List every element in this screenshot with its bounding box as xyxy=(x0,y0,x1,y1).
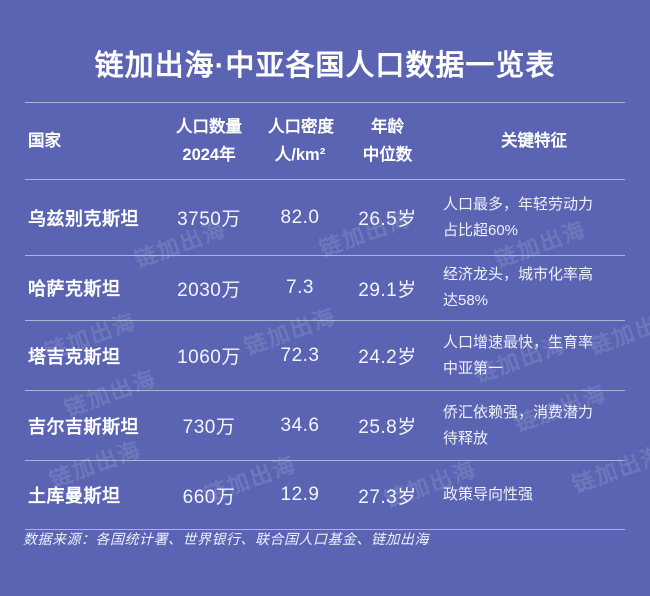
page-title: 链加出海·中亚各国人口数据一览表 xyxy=(94,50,556,82)
key-feature-text: 人口增速最快，生育率中亚第一 xyxy=(443,333,594,377)
density-value: 12.9 xyxy=(280,484,320,505)
key-feature-text: 侨汇依赖强，消费潜力待释放 xyxy=(443,403,594,447)
key-feature-text: 政策导向性强 xyxy=(443,486,534,503)
key-feature-text: 人口最多，年轻劳动力占比超60% xyxy=(443,195,594,239)
col-header-key-features: 关键特征 xyxy=(501,132,567,150)
country-name: 土库曼斯坦 xyxy=(28,486,121,506)
key-feature-text: 经济龙头，城市化率高达58% xyxy=(443,266,594,309)
population-value: 2030万 xyxy=(177,279,241,301)
col-header-median-age: 年龄 中位数 xyxy=(362,118,413,164)
col-header-population: 人口数量 2024年 xyxy=(176,118,242,164)
population-value: 1060万 xyxy=(177,347,241,368)
median-age-value: 24.2岁 xyxy=(358,347,417,368)
table-row: 土库曼斯坦 660万 12.9 27.3岁 政策导向性强 xyxy=(25,461,625,530)
data-source-note: 数据来源：各国统计署、世界银行、联合国人口基金、链加出海 xyxy=(23,531,429,547)
density-value: 7.3 xyxy=(286,277,314,298)
population-table: 国家 人口数量 2024年 人口密度 人/km² 年龄 中位数 关键特征 乌兹别克斯坦… xyxy=(25,102,625,530)
density-value: 72.3 xyxy=(280,344,320,366)
population-value: 730万 xyxy=(182,417,236,438)
table-row: 塔吉克斯坦 1060万 72.3 24.2岁 人口增速最快，生育率中亚第一 xyxy=(25,321,625,391)
col-header-country: 国家 xyxy=(28,132,61,150)
median-age-value: 27.3岁 xyxy=(358,486,417,508)
country-name: 哈萨克斯坦 xyxy=(28,279,121,299)
table-row: 乌兹别克斯坦 3750万 82.0 26.5岁 人口最多，年轻劳动力占比超60% xyxy=(25,180,625,256)
median-age-value: 25.8岁 xyxy=(358,417,417,438)
median-age-value: 29.1岁 xyxy=(358,279,417,301)
population-value: 3750万 xyxy=(177,209,241,230)
country-name: 乌兹别克斯坦 xyxy=(28,208,139,229)
country-name: 吉尔吉斯斯坦 xyxy=(28,416,139,437)
density-value: 34.6 xyxy=(280,414,320,436)
table-row: 哈萨克斯坦 2030万 7.3 29.1岁 经济龙头，城市化率高达58% xyxy=(25,256,625,321)
population-value: 660万 xyxy=(182,486,236,508)
table-header-row: 国家 人口数量 2024年 人口密度 人/km² 年龄 中位数 关键特征 xyxy=(25,103,625,180)
median-age-value: 26.5岁 xyxy=(358,209,417,230)
density-value: 82.0 xyxy=(280,206,320,228)
country-name: 塔吉克斯坦 xyxy=(28,346,121,367)
table-row: 吉尔吉斯斯坦 730万 34.6 25.8岁 侨汇依赖强，消费潜力待释放 xyxy=(25,391,625,461)
col-header-density: 人口密度 人/km² xyxy=(268,118,334,164)
